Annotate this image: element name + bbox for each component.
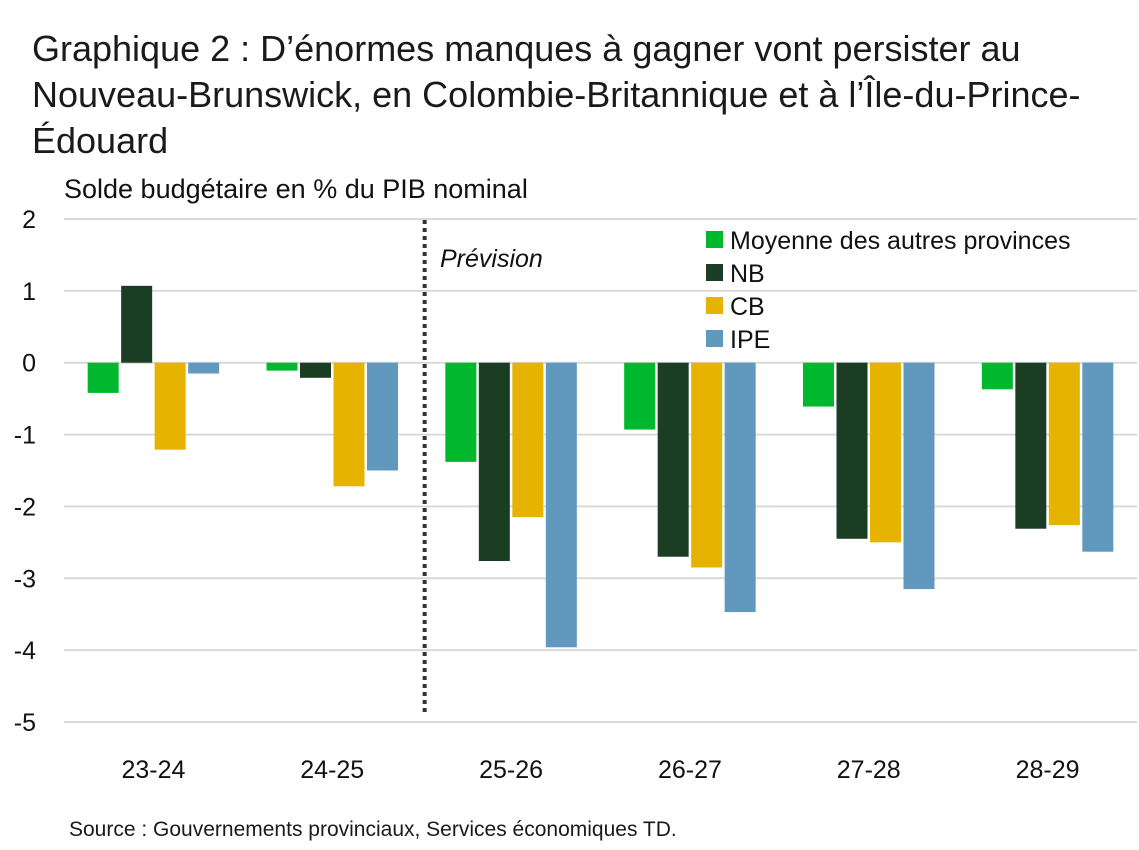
chart-title: Graphique 2 : D’énormes manques à gagner… <box>32 28 1081 161</box>
x-tick-label: 28-29 <box>1016 756 1080 784</box>
legend-swatch <box>706 297 723 314</box>
legend-swatch <box>706 231 723 248</box>
y-tick-label: -2 <box>14 493 36 521</box>
bar-ipe-28-29 <box>1082 362 1114 552</box>
legend: Moyenne des autres provinces NB CB IPE <box>706 227 1070 354</box>
y-tick-label: -1 <box>14 422 36 450</box>
bar-cb-25-26 <box>512 362 544 518</box>
x-tick-label: 24-25 <box>300 756 364 784</box>
bar-ipe-23-24 <box>188 362 220 374</box>
legend-label: Moyenne des autres provinces <box>730 227 1070 255</box>
y-tick-label: -5 <box>14 709 36 737</box>
bars <box>87 285 1114 648</box>
bar-moyenne-des-autres-provinces-27-28 <box>803 362 834 407</box>
x-tick-label: 23-24 <box>121 756 185 784</box>
bar-cb-27-28 <box>870 362 901 543</box>
legend-swatch <box>706 330 723 347</box>
x-tick-label: 25-26 <box>479 756 543 784</box>
source-note: Source : Gouvernements provinciaux, Serv… <box>69 818 677 841</box>
bar-nb-24-25 <box>300 362 331 378</box>
bar-cb-23-24 <box>154 362 186 450</box>
bar-nb-25-26 <box>478 362 510 562</box>
gridlines <box>64 218 1137 723</box>
y-tick-label: 2 <box>22 206 36 234</box>
x-tick-label: 27-28 <box>837 756 901 784</box>
y-tick-label: 1 <box>22 278 36 306</box>
y-tick-label: -4 <box>14 637 36 665</box>
bar-moyenne-des-autres-provinces-23-24 <box>87 362 119 393</box>
bar-ipe-24-25 <box>367 362 398 471</box>
x-tick-label: 26-27 <box>658 756 722 784</box>
legend-label: NB <box>730 260 765 288</box>
y-tick-label: 0 <box>22 350 36 378</box>
bar-cb-26-27 <box>691 362 723 568</box>
forecast-annotation: Prévision <box>440 245 543 273</box>
bar-moyenne-des-autres-provinces-25-26 <box>445 362 477 462</box>
bar-cb-28-29 <box>1048 362 1080 526</box>
legend-label: IPE <box>730 326 770 354</box>
bar-moyenne-des-autres-provinces-28-29 <box>981 362 1013 390</box>
x-axis-ticks: 23-24 24-25 25-26 26-27 27-28 28-29 <box>121 756 1079 784</box>
legend-label: CB <box>730 293 765 321</box>
bar-nb-23-24 <box>121 285 153 363</box>
bar-moyenne-des-autres-provinces-26-27 <box>624 362 656 430</box>
y-axis-ticks: 2 1 0 -1 -2 -3 -4 -5 <box>14 206 36 737</box>
bar-ipe-27-28 <box>903 362 935 590</box>
y-tick-label: -3 <box>14 565 36 593</box>
bar-nb-28-29 <box>1015 362 1047 529</box>
bar-ipe-26-27 <box>724 362 756 613</box>
bar-nb-27-28 <box>836 362 868 539</box>
bar-nb-26-27 <box>657 362 689 557</box>
bar-cb-24-25 <box>333 362 365 487</box>
bar-ipe-25-26 <box>545 362 577 648</box>
y-axis-label: Solde budgétaire en % du PIB nominal <box>64 174 528 204</box>
legend-swatch <box>706 264 723 281</box>
bar-moyenne-des-autres-provinces-24-25 <box>266 362 298 371</box>
